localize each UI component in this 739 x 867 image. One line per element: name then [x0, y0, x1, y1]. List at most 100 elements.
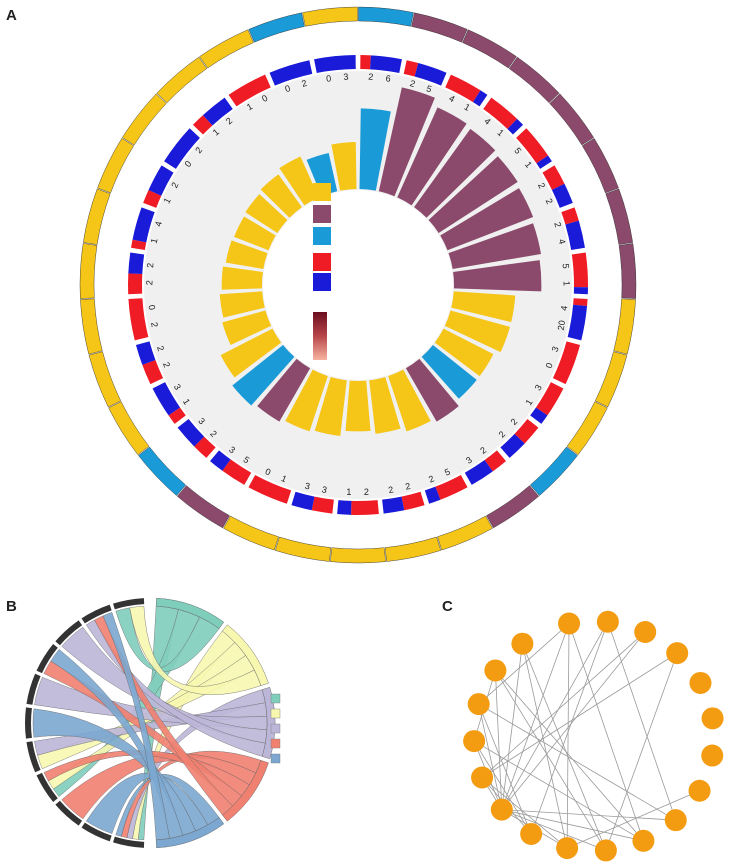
- ppi-network: [463, 610, 724, 862]
- down-segment: [551, 183, 573, 208]
- term-box: [411, 12, 468, 43]
- inner-hole: [263, 190, 453, 380]
- term-box: [437, 515, 493, 551]
- term-bar: [369, 377, 401, 434]
- term-bar: [453, 260, 542, 292]
- up-count: 0: [326, 73, 332, 83]
- up-count: 2: [552, 221, 563, 228]
- protein-node: [688, 779, 711, 802]
- term-box: [549, 93, 594, 146]
- up-count: 2: [364, 487, 369, 497]
- up-count: 2: [509, 416, 520, 427]
- up-segment: [535, 382, 564, 416]
- chord-ribbon: [102, 612, 170, 841]
- ppi-edge: [568, 623, 644, 841]
- down-segment: [132, 207, 155, 243]
- term-box: [302, 6, 358, 27]
- down-segment: [269, 60, 313, 86]
- ppi-edge: [530, 621, 609, 835]
- chord-ribbon: [129, 605, 262, 695]
- ppi-edge: [566, 790, 700, 849]
- up-count: 2: [161, 361, 172, 369]
- up-segment: [143, 190, 162, 208]
- up-count: 2: [144, 280, 154, 286]
- term-bar: [448, 223, 541, 269]
- down-segment: [128, 252, 145, 275]
- pathway-legend-swatch: [270, 753, 281, 764]
- ppi-edge: [501, 621, 609, 810]
- bp-legend-swatch: [313, 183, 331, 201]
- down-count: 2: [169, 181, 180, 190]
- down-segment: [424, 486, 441, 504]
- down-segment: [472, 90, 488, 107]
- down-count: 1: [346, 487, 351, 497]
- protein-node: [484, 659, 507, 682]
- down-count: 1: [523, 398, 534, 408]
- term-bar: [434, 328, 494, 377]
- protein-node: [558, 612, 581, 635]
- down-segment: [164, 128, 200, 169]
- ppi-edge: [494, 670, 503, 810]
- term-bar: [444, 310, 510, 353]
- protein-node: [701, 707, 724, 730]
- up-segment: [142, 360, 164, 385]
- up-segment: [194, 436, 216, 458]
- term-box: [582, 138, 619, 194]
- up-segment: [248, 474, 292, 504]
- down-count: 4: [557, 238, 568, 245]
- down-segment: [135, 341, 156, 365]
- up-count: 1: [245, 101, 254, 112]
- up-segment: [222, 459, 252, 485]
- term-box: [122, 93, 167, 146]
- ppi-edge: [501, 809, 676, 821]
- ppi-edge: [501, 809, 644, 842]
- ppi-edge: [478, 704, 503, 810]
- up-count: 1: [280, 473, 289, 484]
- protein-node: [471, 766, 494, 789]
- down-count: 2: [145, 263, 155, 269]
- down-count: 0: [544, 361, 555, 369]
- up-segment: [311, 496, 334, 514]
- up-segment: [128, 298, 149, 341]
- term-bar: [405, 358, 459, 422]
- protein-node: [594, 839, 617, 862]
- protein-node: [701, 744, 724, 767]
- term-bar: [397, 107, 467, 206]
- gene-arc: [81, 822, 112, 842]
- term-box: [605, 188, 633, 245]
- down-segment: [500, 433, 525, 458]
- term-box: [486, 485, 539, 529]
- term-bar: [440, 188, 534, 251]
- gene-arc: [55, 800, 83, 826]
- ppi-edge: [481, 777, 568, 849]
- term-bar: [378, 87, 435, 197]
- up-segment: [514, 418, 539, 444]
- term-bar: [260, 174, 302, 218]
- up-segment: [561, 207, 579, 225]
- term-bar: [285, 369, 328, 432]
- kegg-chord-diagram: [25, 597, 276, 849]
- down-segment: [148, 165, 174, 196]
- ppi-edge: [473, 740, 532, 835]
- gene-arc: [26, 673, 41, 705]
- panel-c-label: C: [442, 598, 453, 615]
- term-box: [566, 401, 608, 456]
- term-bar: [421, 344, 477, 399]
- down-count: 2: [193, 145, 204, 155]
- up-count: 1: [211, 127, 221, 138]
- down-segment: [573, 287, 588, 295]
- down-segment: [565, 220, 585, 251]
- up-count: 1: [162, 196, 173, 205]
- down-segment: [314, 55, 356, 73]
- ppi-edge: [478, 703, 532, 835]
- protein-node: [596, 610, 619, 633]
- down-count: 0: [264, 466, 273, 477]
- term-bar: [279, 156, 319, 206]
- mf-legend-swatch: [313, 227, 331, 245]
- ppi-edge: [607, 621, 677, 821]
- term-box: [530, 446, 578, 496]
- up-segment: [403, 60, 419, 77]
- ppi-edge: [481, 652, 678, 778]
- down-segment: [337, 500, 352, 515]
- up-segment: [552, 341, 581, 385]
